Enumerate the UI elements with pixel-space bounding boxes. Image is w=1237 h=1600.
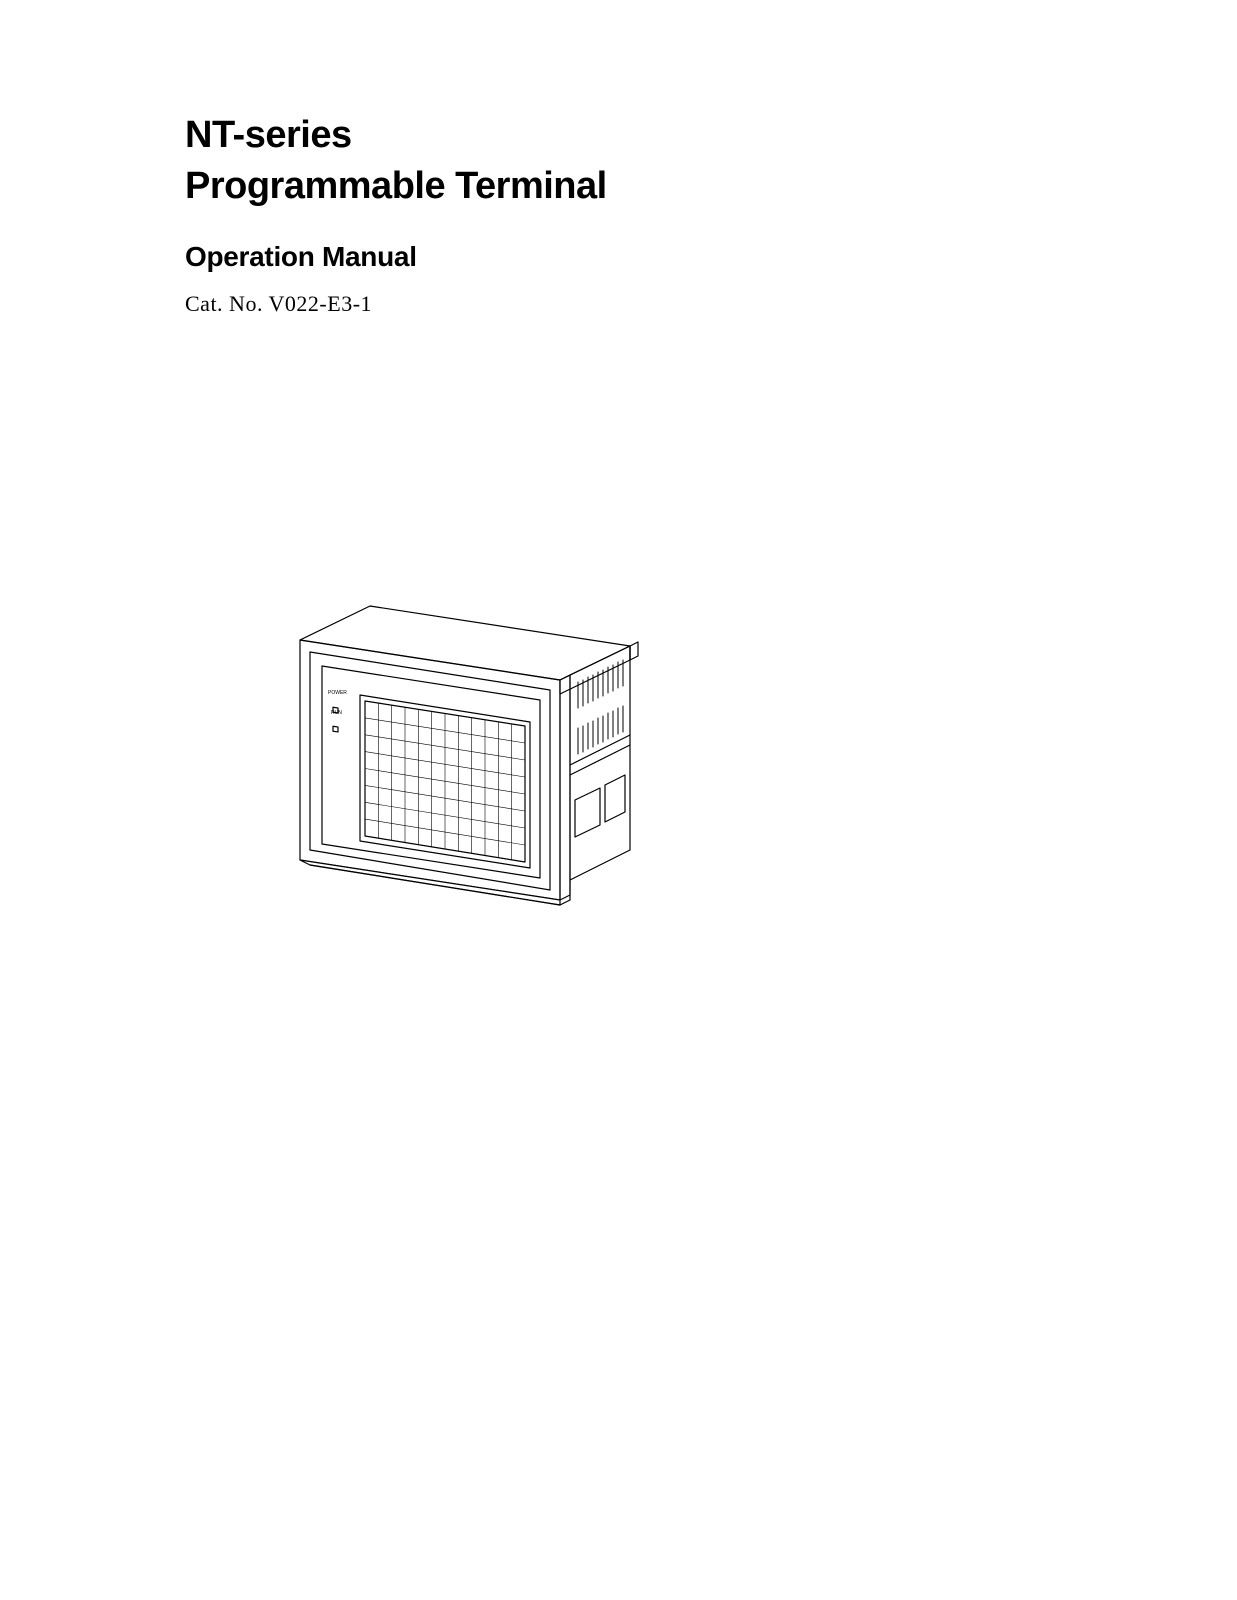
catalog-number: Cat. No. V022-E3-1 [185, 291, 1237, 317]
page-content: NT-series Programmable Terminal Operatio… [0, 0, 1237, 317]
title-line-2: Programmable Terminal [185, 161, 1237, 212]
title-line-1: NT-series [185, 110, 1237, 161]
run-label: RUN [331, 710, 342, 716]
subtitle: Operation Manual [185, 241, 1237, 273]
power-label: POWER [328, 690, 347, 696]
terminal-device-icon: POWER RUN [260, 600, 680, 980]
device-illustration: POWER RUN [260, 600, 680, 985]
